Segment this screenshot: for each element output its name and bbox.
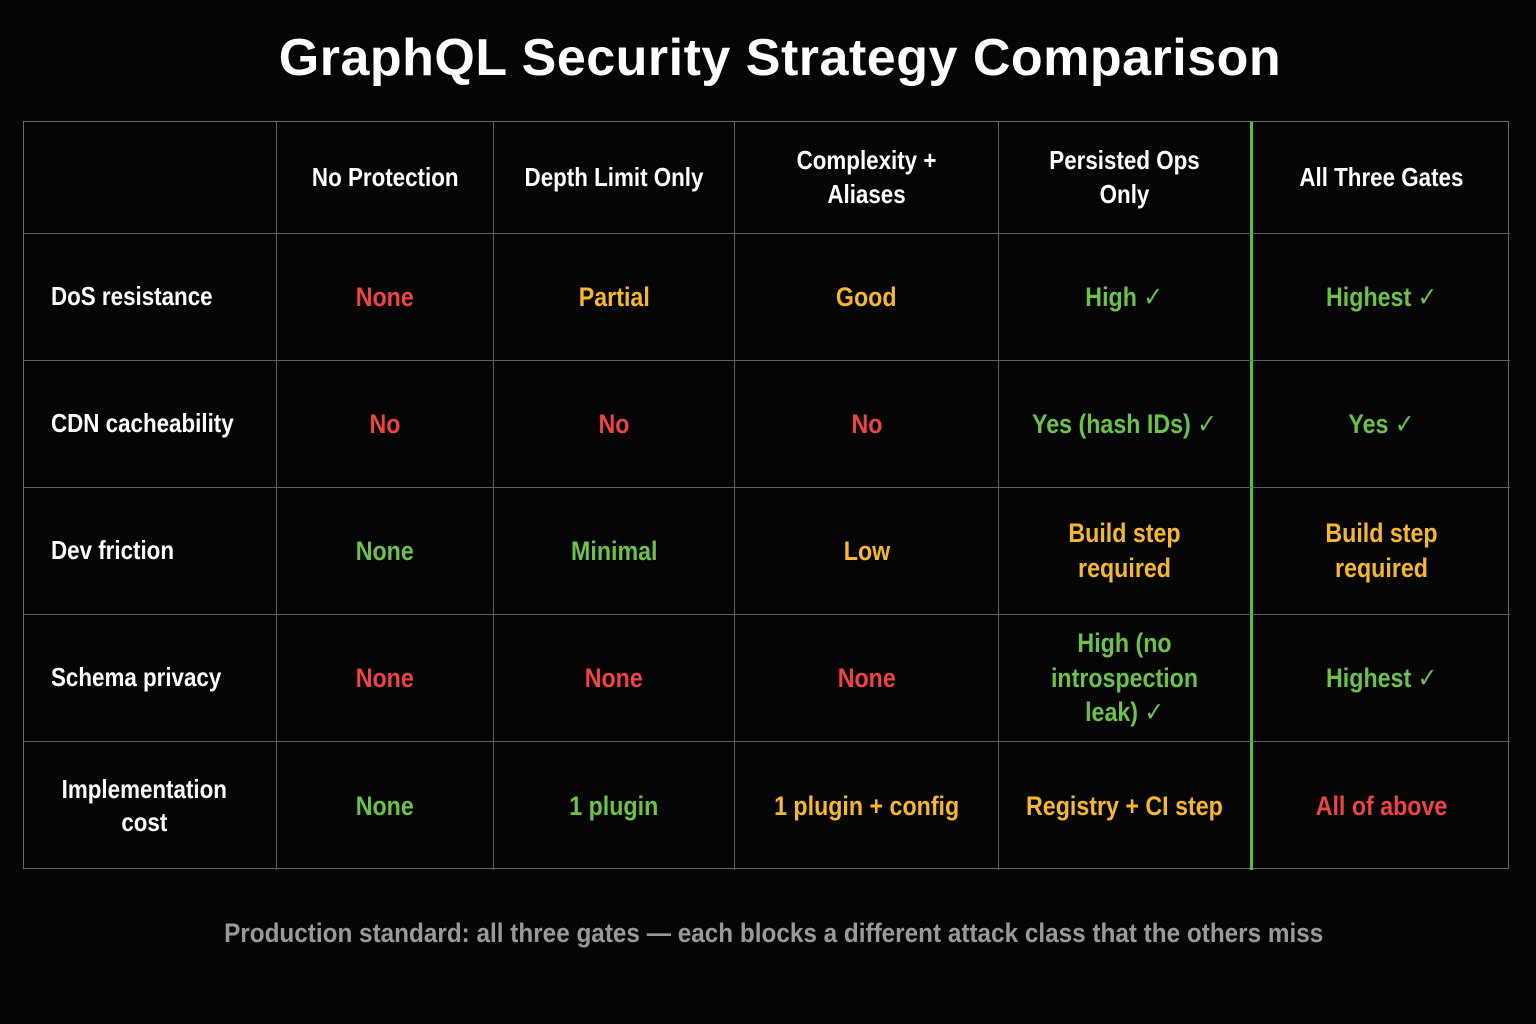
cell-value: High (no introspection leak) ✓	[1050, 628, 1199, 728]
cell-value: None	[837, 662, 896, 693]
table-cell: 1 plugin + config	[735, 742, 999, 870]
table-cell: Low	[735, 488, 999, 615]
column-header-depth-limit: Depth Limit Only	[494, 122, 735, 234]
column-header-label: All Three Gates	[1299, 161, 1464, 192]
page-title-text: GraphQL Security Strategy Comparison	[278, 29, 1282, 87]
row-label-dev-friction: Dev friction	[24, 488, 277, 615]
table-cell: No	[494, 361, 735, 488]
comparison-table: No Protection Depth Limit Only Complexit…	[23, 121, 1510, 870]
column-header-persisted-ops: Persisted Ops Only	[999, 122, 1253, 234]
row-label-text: DoS resistance	[51, 281, 213, 312]
row-label-text: Implementation cost	[61, 773, 227, 837]
table-cell: Good	[735, 234, 999, 361]
cell-value: 1 plugin + config	[773, 790, 960, 821]
table-cell: Registry + CI step	[999, 742, 1253, 870]
table-cell: Highest ✓	[1253, 234, 1510, 361]
column-header-all-three-gates: All Three Gates	[1253, 122, 1510, 234]
row-label-text: CDN cacheability	[51, 408, 234, 439]
table-cell: High ✓	[999, 234, 1253, 361]
cell-value: None	[355, 790, 415, 821]
cell-value: Minimal	[570, 535, 658, 566]
cell-value: Build step required	[1325, 518, 1438, 583]
table-cell: No	[735, 361, 999, 488]
cell-value: No	[851, 408, 882, 439]
table-cell: None	[277, 615, 494, 742]
cell-value: 1 plugin	[569, 790, 659, 821]
cell-value: Low	[843, 535, 890, 566]
table-cell: All of above	[1253, 742, 1510, 870]
table-cell: Build step required	[1253, 488, 1510, 615]
column-header-no-protection: No Protection	[277, 122, 494, 234]
cell-value: Highest ✓	[1325, 662, 1438, 693]
table-cell: 1 plugin	[494, 742, 735, 870]
cell-value: None	[584, 662, 644, 693]
table-cell: Yes ✓	[1253, 361, 1510, 488]
cell-value: No	[369, 408, 401, 439]
cell-value: Good	[836, 281, 897, 312]
column-header-label: No Protection	[311, 161, 459, 192]
cell-value: None	[355, 281, 415, 312]
cell-value: Highest ✓	[1325, 281, 1438, 312]
table-cell: Yes (hash IDs) ✓	[999, 361, 1253, 488]
header-corner-cell	[24, 122, 277, 234]
row-label-cdn-cacheability: CDN cacheability	[24, 361, 277, 488]
column-header-complexity-aliases: Complexity + Aliases	[735, 122, 999, 234]
table-cell: None	[494, 615, 735, 742]
page-title: GraphQL Security Strategy Comparison	[0, 28, 1536, 88]
footer-note: Production standard: all three gates — e…	[0, 918, 1536, 949]
cell-value: High ✓	[1085, 281, 1164, 312]
table-cell: None	[735, 615, 999, 742]
footer-note-text: Production standard: all three gates — e…	[224, 918, 1324, 948]
table-cell: Partial	[494, 234, 735, 361]
cell-value: Yes ✓	[1348, 408, 1415, 439]
row-label-dos-resistance: DoS resistance	[24, 234, 277, 361]
cell-value: Yes (hash IDs) ✓	[1032, 408, 1217, 439]
table-cell: None	[277, 742, 494, 870]
cell-value: Partial	[578, 281, 650, 312]
cell-value: Registry + CI step	[1026, 790, 1223, 821]
table-cell: No	[277, 361, 494, 488]
table-cell: None	[277, 488, 494, 615]
table-cell: High (no introspection leak) ✓	[999, 615, 1253, 742]
cell-value: None	[355, 535, 415, 566]
cell-value: All of above	[1315, 790, 1448, 821]
table-cell: Build step required	[999, 488, 1253, 615]
column-header-label: Complexity + Aliases	[796, 145, 937, 209]
row-label-text: Schema privacy	[51, 662, 222, 693]
column-header-label: Depth Limit Only	[524, 161, 704, 192]
table-cell: Minimal	[494, 488, 735, 615]
table-cell: None	[277, 234, 494, 361]
cell-value: No	[598, 408, 630, 439]
row-label-text: Dev friction	[51, 535, 175, 566]
row-label-implementation-cost: Implementation cost	[24, 742, 277, 870]
cell-value: None	[355, 662, 415, 693]
row-label-schema-privacy: Schema privacy	[24, 615, 277, 742]
table-cell: Highest ✓	[1253, 615, 1510, 742]
cell-value: Build step required	[1068, 518, 1181, 583]
column-header-label: Persisted Ops Only	[1049, 145, 1200, 209]
